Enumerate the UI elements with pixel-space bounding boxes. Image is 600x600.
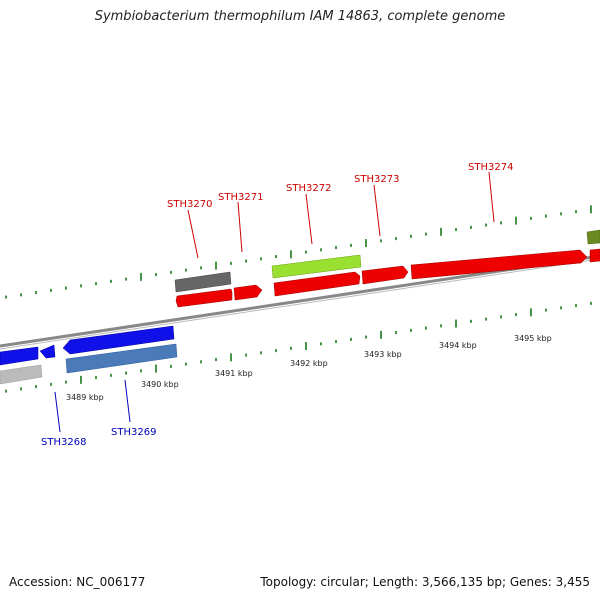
gene-label[interactable]: STH3274: [468, 162, 513, 173]
kbp-label: 3491 kbp: [215, 369, 253, 378]
genome-backbone: [0, 254, 600, 350]
forward-gene-track: [174, 229, 600, 308]
gene-block-light-green[interactable]: [271, 254, 362, 279]
kbp-label: 3492 kbp: [290, 359, 328, 368]
kbp-label: 3489 kbp: [66, 393, 104, 402]
map-title: Symbiobacterium thermophilum IAM 14863, …: [94, 9, 506, 24]
gene-arrow[interactable]: [233, 284, 263, 301]
gene-arrow[interactable]: [0, 346, 39, 366]
gene-block-grey[interactable]: [174, 271, 232, 293]
gene-arrow[interactable]: [361, 265, 409, 285]
kbp-label: 3494 kbp: [439, 341, 477, 350]
genome-stats-text: Topology: circular; Length: 3,566,135 bp…: [260, 575, 590, 589]
gene-arrow[interactable]: [589, 248, 600, 263]
gene-label[interactable]: STH3270: [167, 199, 212, 210]
gene-arrow[interactable]: [62, 325, 175, 355]
gene-label[interactable]: STH3272: [286, 183, 331, 194]
gene-arrow[interactable]: [410, 249, 588, 280]
gene-arrow[interactable]: [273, 271, 361, 297]
forward-gene-labels: STH3270 STH3271 STH3272 STH3273 STH3274: [167, 162, 513, 259]
gene-label[interactable]: STH3269: [111, 427, 156, 438]
gene-arrow[interactable]: [175, 288, 233, 308]
kbp-scale: 3489 kbp 3490 kbp 3491 kbp 3492 kbp 3493…: [66, 334, 552, 402]
gene-block-light-grey[interactable]: [0, 364, 43, 385]
kbp-label: 3493 kbp: [364, 350, 402, 359]
gene-label[interactable]: STH3273: [354, 174, 399, 185]
accession-text: Accession: NC_006177: [9, 575, 146, 589]
tick-tracks: [5, 205, 592, 393]
gene-block-steelblue[interactable]: [65, 343, 178, 374]
gene-arrow[interactable]: [39, 344, 56, 359]
gene-label[interactable]: STH3271: [218, 192, 263, 203]
reverse-gene-labels: STH3268 STH3269: [41, 379, 156, 448]
kbp-label: 3490 kbp: [141, 380, 179, 389]
gene-label[interactable]: STH3268: [41, 437, 86, 448]
gene-block-olive[interactable]: [586, 229, 600, 245]
reverse-gene-track: [0, 325, 178, 385]
kbp-label: 3495 kbp: [514, 334, 552, 343]
